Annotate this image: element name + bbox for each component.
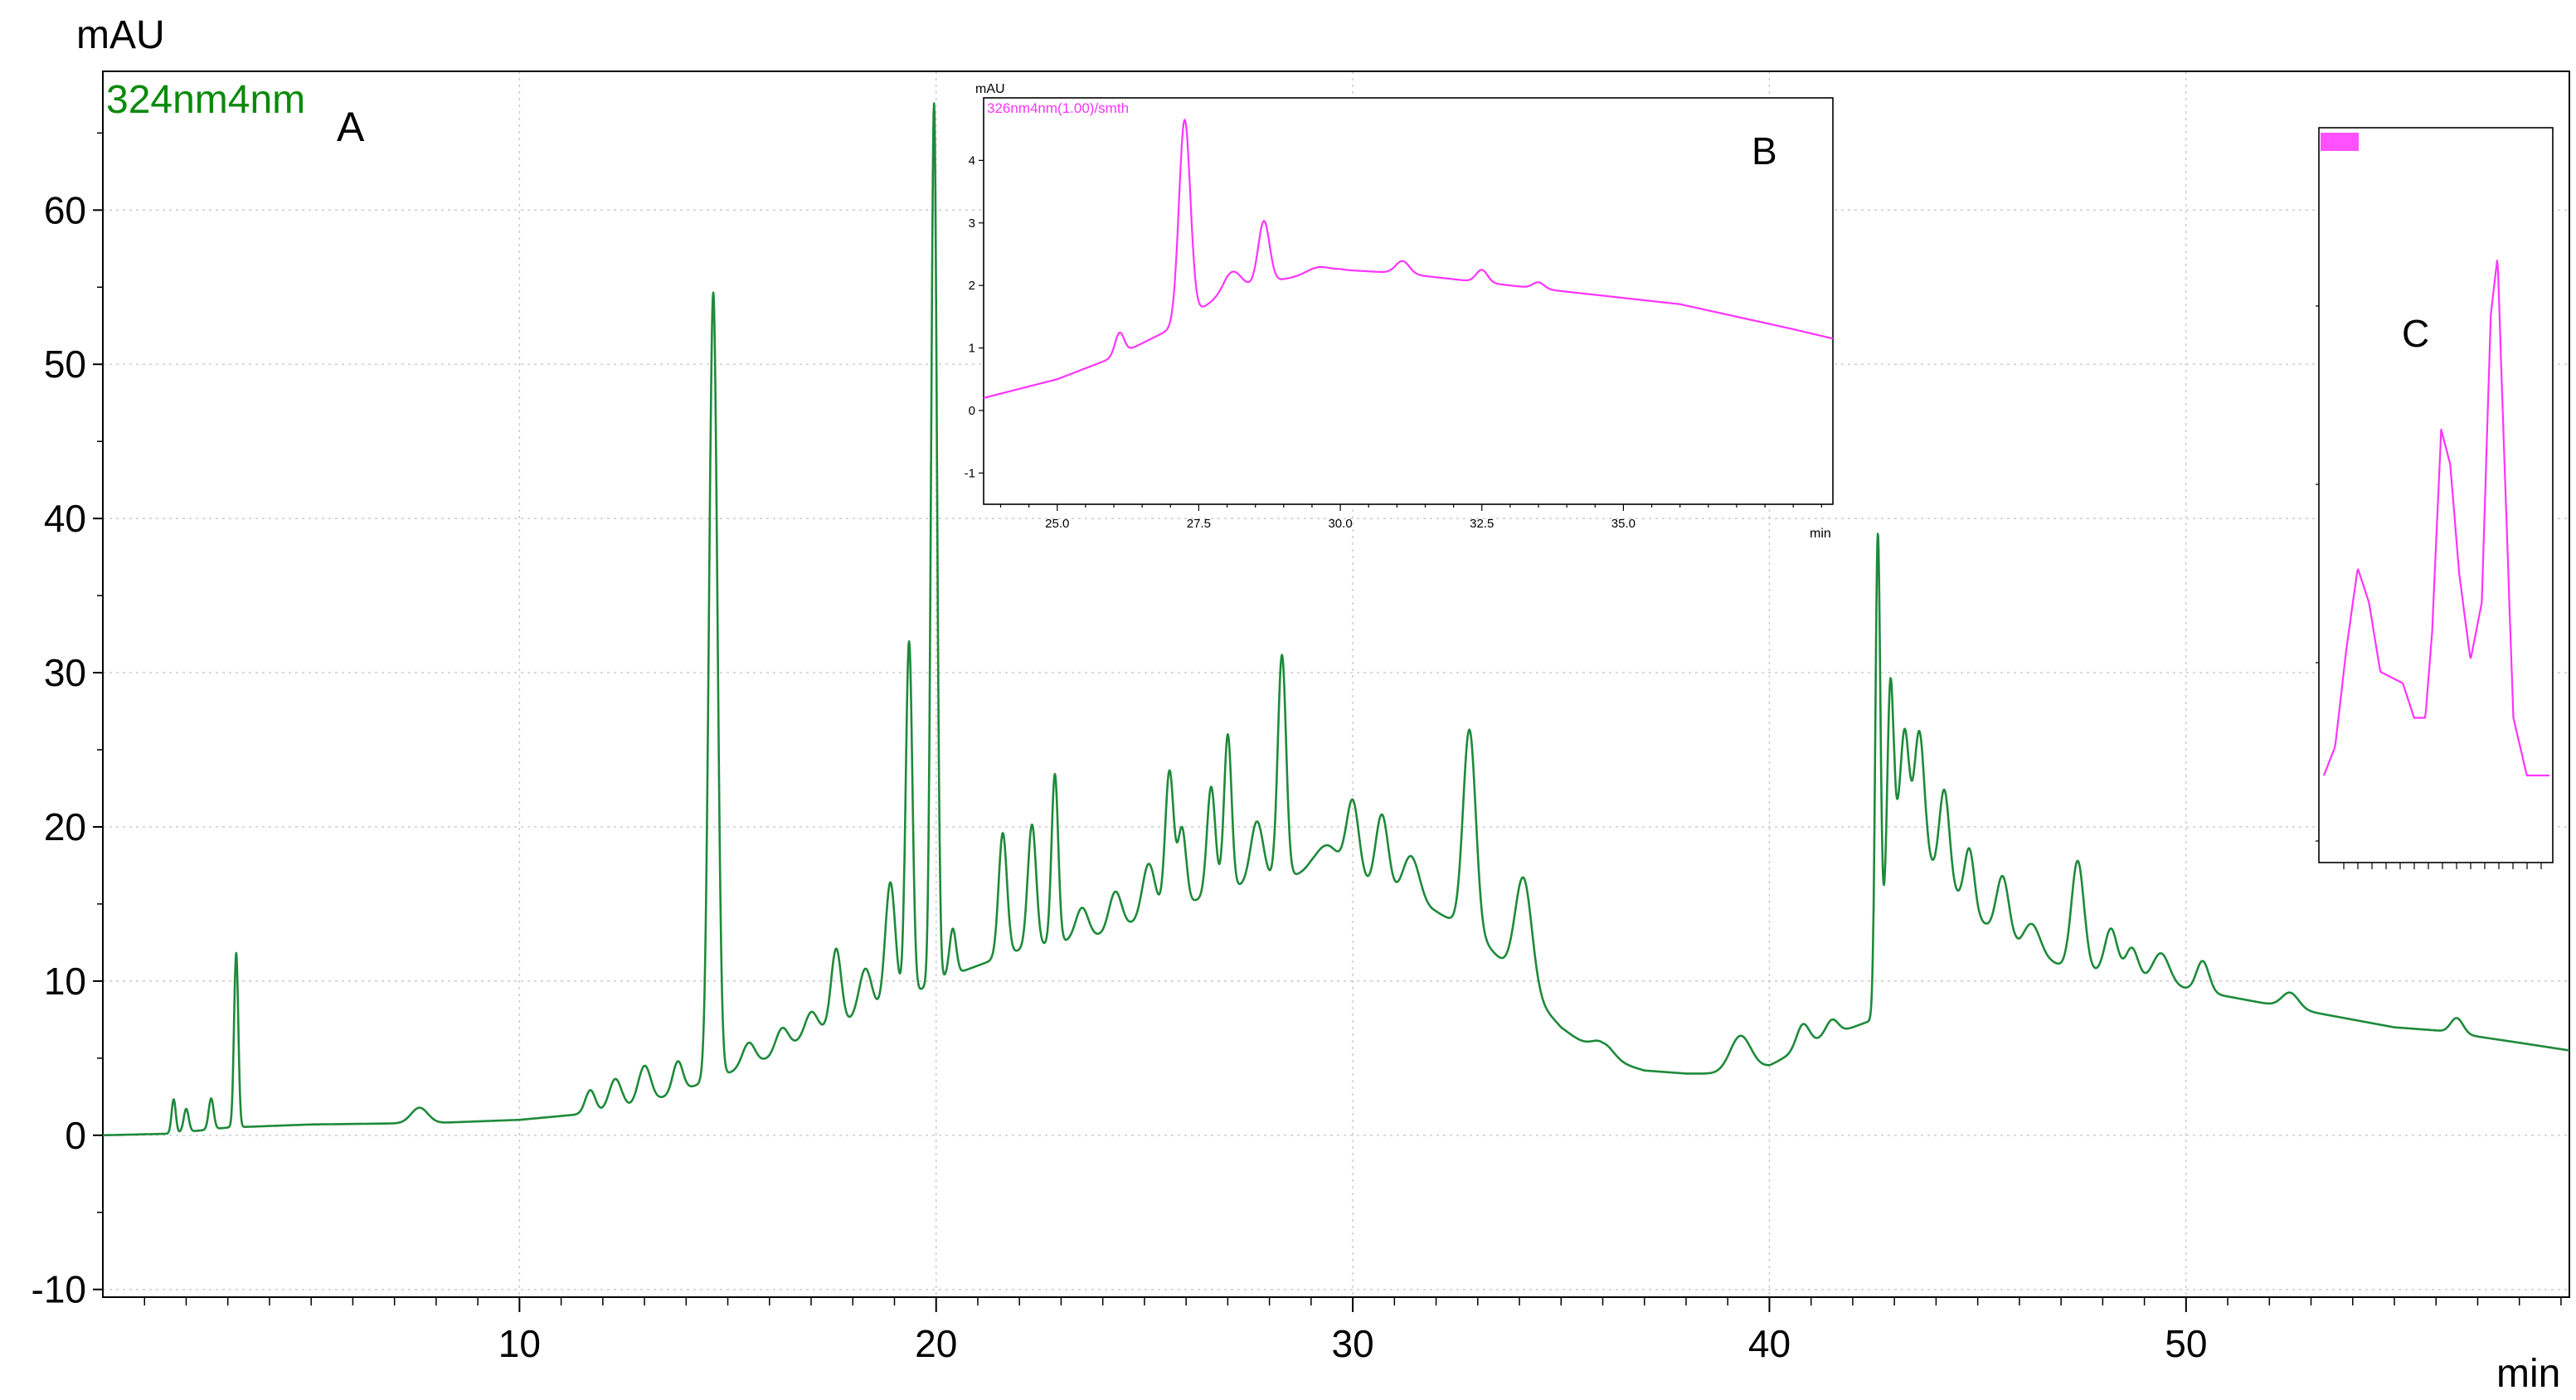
panel-c-letter: C <box>2402 312 2429 355</box>
main-x-axis-label: min <box>2496 1352 2560 1396</box>
main-y-tick-label: 10 <box>44 960 86 1003</box>
inset-b-y-tick-label: 3 <box>969 216 975 231</box>
main-y-axis-label: mAU <box>76 13 165 57</box>
main-x-tick-label: 40 <box>1748 1322 1791 1365</box>
main-y-tick-label: 20 <box>44 805 86 848</box>
inset-c-frame <box>2318 127 2554 863</box>
inset-c-channel-label-swatch <box>2321 133 2359 151</box>
inset-b-y-tick-label: -1 <box>965 466 975 480</box>
main-y-tick-label: -10 <box>32 1268 86 1311</box>
inset-b-y-tick-label: 2 <box>969 279 975 293</box>
inset-b-x-tick-label: 32.5 <box>1470 517 1494 531</box>
main-y-tick-label: 60 <box>44 188 86 231</box>
inset-c-chromatogram-trace <box>2322 260 2549 777</box>
inset-b-x-tick-label: 25.0 <box>1045 517 1069 531</box>
panel-b-letter: B <box>1752 129 1777 173</box>
main-x-tick-label: 20 <box>915 1322 957 1365</box>
main-y-tick-label: 50 <box>44 343 86 386</box>
inset-b-frame <box>983 97 1834 505</box>
inset-c-background <box>2319 128 2553 863</box>
main-plot-frame <box>102 70 2570 1298</box>
main-x-tick-label: 10 <box>498 1322 541 1365</box>
main-x-tick-label: 50 <box>2165 1322 2207 1365</box>
inset-b-y-tick-label: 1 <box>969 342 975 356</box>
inset-b-x-axis-label: min <box>1810 527 1831 541</box>
main-y-tick-label: 40 <box>44 497 86 540</box>
inset-b-y-tick-label: 0 <box>969 404 975 418</box>
inset-b-x-tick-label: 27.5 <box>1187 517 1211 531</box>
main-chromatogram-trace <box>102 102 2570 1137</box>
inset-c-ticks <box>2316 305 2542 869</box>
inset-c-chart: C <box>2316 127 2554 869</box>
inset-b-chart: -1 0 1 2 3 4 25.0 27.5 30.0 32.5 35.0 mAU min 326… <box>965 82 1834 541</box>
inset-b-x-ticks: 25.0 27.5 30.0 32.5 35.0 <box>999 504 1822 531</box>
inset-b-channel-label: 326nm4nm(1.00)/smth <box>987 100 1129 116</box>
inset-b-y-tick-label: 4 <box>969 153 975 168</box>
inset-b-background <box>984 98 1833 504</box>
panel-a-letter: A <box>337 104 365 150</box>
inset-b-y-axis-label: mAU <box>975 82 1005 96</box>
inset-b-x-tick-label: 30.0 <box>1328 517 1352 531</box>
main-y-tick-label: 30 <box>44 651 86 694</box>
inset-b-x-tick-label: 35.0 <box>1611 517 1636 531</box>
main-channel-label: 324nm4nm <box>106 78 305 122</box>
main-y-tick-label: 0 <box>65 1114 86 1157</box>
main-x-ticks: 10 20 30 40 50 <box>143 1297 2562 1365</box>
inset-b-y-ticks: -1 0 1 2 3 4 <box>965 153 984 480</box>
inset-b-chromatogram-trace <box>983 119 1834 399</box>
main-x-tick-label: 30 <box>1332 1322 1374 1365</box>
main-y-ticks: -10 0 10 20 30 40 50 60 <box>32 132 103 1311</box>
